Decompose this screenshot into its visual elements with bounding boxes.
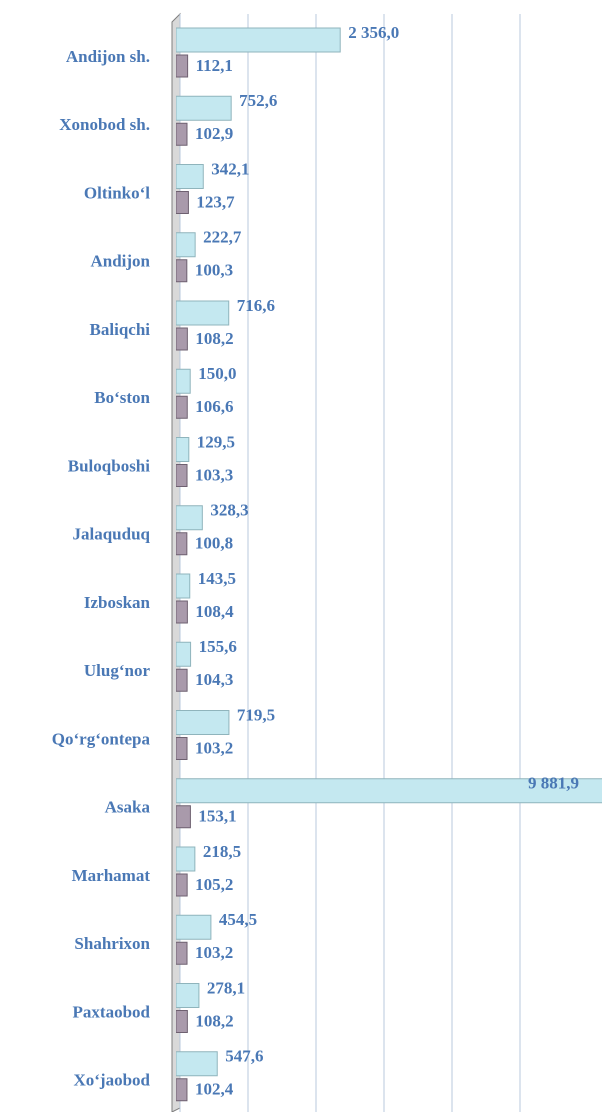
bar xyxy=(176,327,188,351)
bar xyxy=(176,464,188,487)
category-label: Oltinko‘l xyxy=(84,183,150,202)
bar xyxy=(176,122,188,146)
bar xyxy=(176,437,190,462)
value-label: 108,4 xyxy=(195,602,234,621)
value-label: 105,2 xyxy=(195,875,233,894)
value-label: 2 356,0 xyxy=(348,23,399,42)
value-label: 106,6 xyxy=(195,397,233,416)
value-label: 153,1 xyxy=(198,807,236,826)
bar xyxy=(176,95,232,121)
value-label: 278,1 xyxy=(207,978,245,997)
category-label: Ulug‘nor xyxy=(84,661,151,680)
value-label: 155,6 xyxy=(199,637,237,656)
value-label: 222,7 xyxy=(203,228,242,247)
category-label: Shahrixon xyxy=(74,934,150,953)
category-label: Andijon sh. xyxy=(66,47,150,66)
value-label: 100,8 xyxy=(195,534,233,553)
bar xyxy=(176,668,188,692)
value-label: 108,2 xyxy=(195,329,233,348)
bar xyxy=(176,232,196,258)
value-label: 129,5 xyxy=(197,432,235,451)
bar xyxy=(176,164,204,189)
value-label: 719,5 xyxy=(237,705,275,724)
category-label: Buloqboshi xyxy=(68,456,150,475)
bar xyxy=(176,573,191,599)
bar xyxy=(176,1051,218,1077)
bar xyxy=(176,395,188,419)
value-label: 103,3 xyxy=(195,465,233,484)
bar xyxy=(176,1078,188,1102)
value-label: 328,3 xyxy=(210,501,248,520)
bar xyxy=(176,983,200,1008)
bars xyxy=(176,27,602,1102)
category-label: Jalaquduq xyxy=(73,525,151,544)
value-label: 454,5 xyxy=(219,910,257,929)
value-label: 100,3 xyxy=(195,261,233,280)
value-label: 103,2 xyxy=(195,943,233,962)
value-label: 104,3 xyxy=(195,670,233,689)
bar xyxy=(176,505,203,531)
bar xyxy=(176,191,189,214)
value-label: 102,9 xyxy=(195,124,233,143)
value-label: 150,0 xyxy=(198,364,236,383)
bar xyxy=(176,873,188,897)
bar xyxy=(176,737,188,760)
bar xyxy=(176,778,602,804)
category-label: Baliqchi xyxy=(90,320,151,339)
bar xyxy=(176,805,191,829)
value-label: 342,1 xyxy=(211,159,249,178)
value-label: 103,2 xyxy=(195,738,233,757)
value-label: 143,5 xyxy=(198,569,236,588)
bar xyxy=(176,532,188,556)
bar xyxy=(176,641,192,667)
value-label: 716,6 xyxy=(237,296,275,315)
value-label: 547,6 xyxy=(225,1047,263,1066)
value-label: 9 881,9 xyxy=(528,774,579,793)
bar xyxy=(176,368,191,394)
bar xyxy=(176,941,188,965)
value-label: 102,4 xyxy=(195,1080,234,1099)
value-label: 218,5 xyxy=(203,842,241,861)
value-label: 108,2 xyxy=(195,1011,233,1030)
category-label: Bo‘ston xyxy=(94,388,150,407)
value-label: 752,6 xyxy=(239,91,277,110)
category-label: Paxtaobod xyxy=(73,1002,151,1021)
bar xyxy=(176,300,230,326)
bar xyxy=(176,846,196,872)
value-label: 112,1 xyxy=(196,56,233,75)
category-label: Xo‘jaobod xyxy=(73,1071,150,1090)
category-label: Qo‘rg‘ontepa xyxy=(52,729,151,748)
bar xyxy=(176,259,188,283)
category-label: Andijon xyxy=(90,252,150,271)
category-label: Xonobod sh. xyxy=(59,115,150,134)
bar xyxy=(176,710,230,735)
category-label: Marhamat xyxy=(72,866,151,885)
bar xyxy=(176,914,212,940)
bar xyxy=(176,27,341,53)
category-label: Izboskan xyxy=(84,593,151,612)
bar xyxy=(176,1010,188,1033)
bar xyxy=(176,600,188,624)
bar xyxy=(176,54,189,78)
category-label: Asaka xyxy=(105,798,151,817)
value-label: 123,7 xyxy=(196,192,235,211)
